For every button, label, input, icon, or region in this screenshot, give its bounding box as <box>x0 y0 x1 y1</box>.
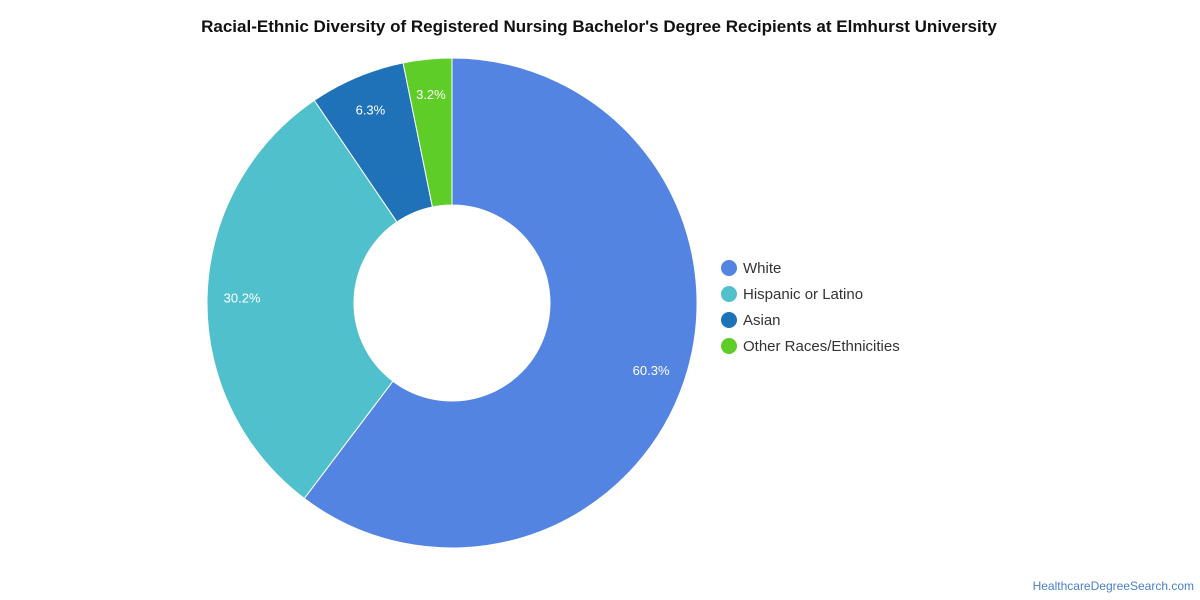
legend-label-white: White <box>743 259 782 277</box>
slice-label-other-races: 3.2% <box>416 87 446 102</box>
legend-label-other-races: Other Races/Ethnicities <box>743 337 900 355</box>
slice-hispanic-or-latino[interactable] <box>206 99 398 500</box>
slice-white[interactable] <box>303 57 698 549</box>
chart-title: Racial-Ethnic Diversity of Registered Nu… <box>201 17 997 36</box>
legend-item-hispanic-or-latino[interactable]: Hispanic or Latino <box>721 281 900 307</box>
legend-label-hispanic-or-latino: Hispanic or Latino <box>743 285 864 303</box>
source-link[interactable]: HealthcareDegreeSearch.com <box>1032 579 1194 593</box>
legend-item-other-races[interactable]: Other Races/Ethnicities <box>721 333 900 359</box>
legend-item-white[interactable]: White <box>721 255 900 281</box>
slice-label-hispanic-or-latino: 30.2% <box>224 291 261 306</box>
legend-swatch-hispanic-or-latino <box>721 286 737 302</box>
legend: White Hispanic or Latino Asian Other Rac… <box>721 255 900 359</box>
slice-label-white: 60.3% <box>633 363 670 378</box>
legend-swatch-white <box>721 260 737 276</box>
legend-swatch-asian <box>721 312 737 328</box>
slice-other-races[interactable] <box>402 57 453 208</box>
legend-swatch-other-races <box>721 338 737 354</box>
legend-label-asian: Asian <box>743 311 781 329</box>
slice-label-asian: 6.3% <box>356 102 386 117</box>
legend-item-asian[interactable]: Asian <box>721 307 900 333</box>
